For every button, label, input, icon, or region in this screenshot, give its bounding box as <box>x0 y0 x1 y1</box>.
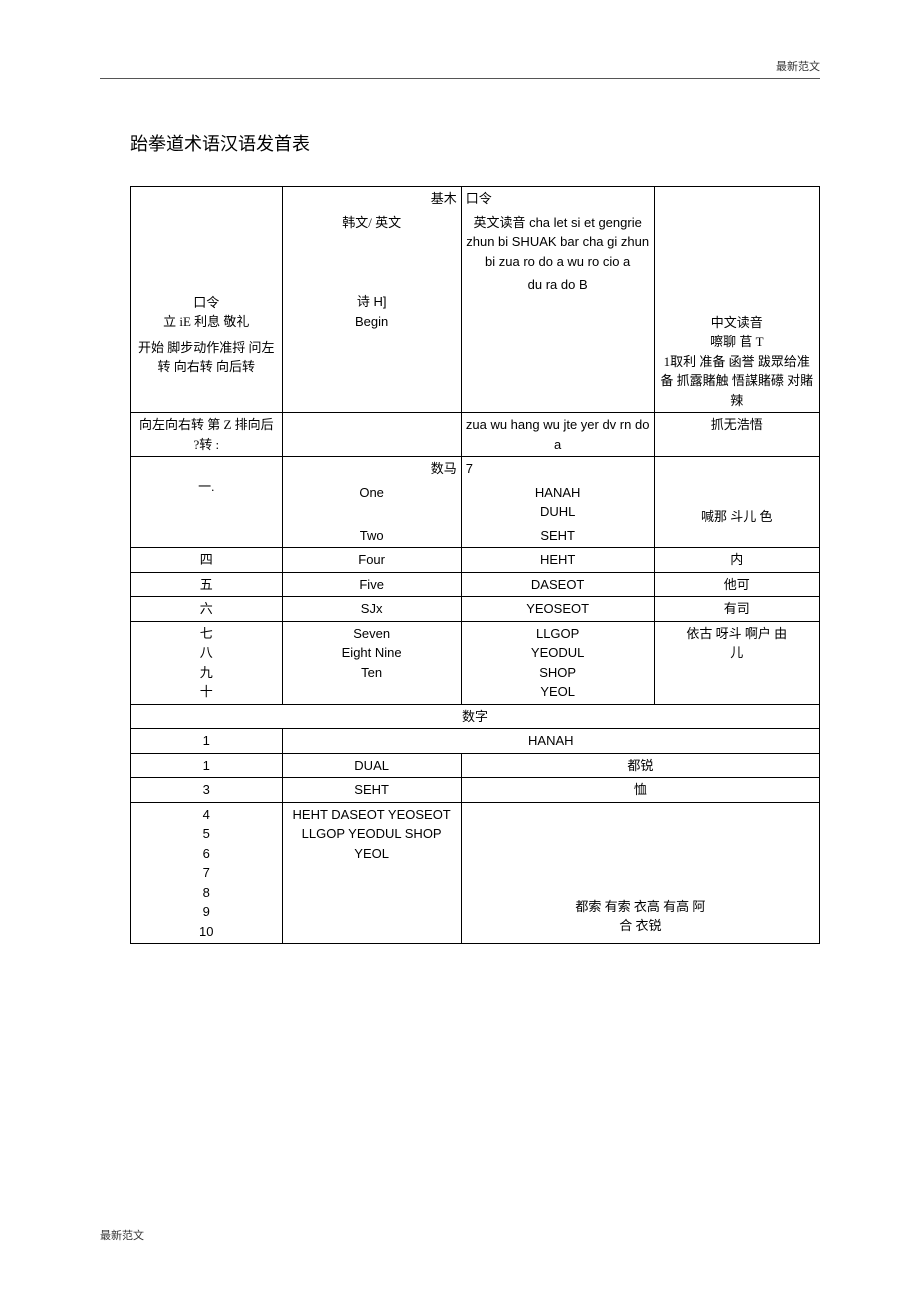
section3-row3to9: 4 5 6 7 8 9 10 HEHT DASEOT YEOSEOT LLGOP… <box>131 802 820 944</box>
section1-header: 基木 口令 <box>131 187 820 211</box>
section2-row3: 四 Four HEHT 内 <box>131 548 820 573</box>
section3-header: 数字 <box>131 704 820 729</box>
section2-row5: 六 SJx YEOSEOT 有司 <box>131 597 820 622</box>
s3r6c1: 7 <box>135 863 278 883</box>
s2r7c4: 儿 <box>659 643 815 663</box>
s2r4c2: Five <box>282 572 461 597</box>
s2-h-left: 数马 <box>282 457 461 481</box>
section2-header: 一. 数马 7 喊那 斗儿 色 <box>131 457 820 481</box>
s1r1c4b: 嚓聊 苢 T <box>659 332 815 352</box>
s3r2c2: SEHT <box>282 778 461 803</box>
section1-row2: 向左向右转 第 Z 排向后 ?转 : zua wu hang wu jte ye… <box>131 413 820 457</box>
s2r9c1: 十 <box>135 682 278 702</box>
page-title: 跆拳道术语汉语发首表 <box>130 130 820 156</box>
s1r1c1a: 口令 <box>135 293 278 313</box>
s3r5c1: 6 <box>135 844 278 864</box>
s1r1c1c: 开始 脚步动作准捋 问左转 向右转 向后转 <box>135 338 278 377</box>
s3r0c1: 1 <box>131 729 283 754</box>
s1r2c4: 抓无浩悟 <box>654 413 819 457</box>
section1-row1: 口令 立 iE 利息 敬礼 开始 脚步动作准捋 问左转 向右转 向后转 韩文/ … <box>131 211 820 413</box>
section3-row0: 1 HANAH <box>131 729 820 754</box>
s2r8c2: Ten <box>287 663 457 683</box>
s2r6c3: LLGOP <box>466 624 650 644</box>
s3r3c2: HEHT DASEOT YEOSEOT <box>287 805 457 825</box>
s2r4c3: DASEOT <box>461 572 654 597</box>
s3r9c3: 合 衣锐 <box>466 916 815 936</box>
s1r1c2b: 诗 H] <box>287 292 457 312</box>
s3r9c1: 10 <box>135 922 278 942</box>
s3r4c1: 5 <box>135 824 278 844</box>
s2r8c1: 九 <box>135 663 278 683</box>
section3-row1: 1 DUAL 都锐 <box>131 753 820 778</box>
s2r3c4: 内 <box>654 548 819 573</box>
section2-row6to9: 七 八 九 十 Seven Eight Nine Ten LLGOP YEODU… <box>131 621 820 704</box>
s2r1c3: DUHL <box>466 502 650 522</box>
section2-row4: 五 Five DASEOT 他可 <box>131 572 820 597</box>
section3-row2: 3 SEHT 恤 <box>131 778 820 803</box>
header-line <box>100 78 820 79</box>
s2r5c2: SJx <box>282 597 461 622</box>
main-table: 基木 口令 口令 立 iE 利息 敬礼 开始 脚步动作准捋 问左转 向右转 向后… <box>130 186 820 944</box>
s1r1c3a: 英文读音 cha let si et gengrie zhun bi SHUAK… <box>466 213 650 272</box>
s3r8c3: 都索 有索 衣高 有高 阿 <box>466 897 815 917</box>
s1r1c1b: 立 iE 利息 敬礼 <box>135 312 278 332</box>
s3r1c2: DUAL <box>282 753 461 778</box>
s2r4c1: 五 <box>131 572 283 597</box>
s3r2c3: 恤 <box>461 778 819 803</box>
s3-h: 数字 <box>131 704 820 729</box>
s1-h-left: 基木 <box>282 187 461 211</box>
s2r6c2: Seven <box>287 624 457 644</box>
s2r1c2: One <box>282 481 461 524</box>
s3r1c3: 都锐 <box>461 753 819 778</box>
s1r1c4a: 中文读音 <box>659 313 815 333</box>
s2r3c3: HEHT <box>461 548 654 573</box>
s3r2c1: 3 <box>131 778 283 803</box>
s2r7c3: YEODUL <box>466 643 650 663</box>
s3r0c2: HANAH <box>282 729 819 754</box>
s2r2c2: Two <box>282 524 461 548</box>
s1r2c1: 向左向右转 第 Z 排向后 ?转 : <box>131 413 283 457</box>
s3r4c2: LLGOP YEODUL SHOP YEOL <box>287 824 457 863</box>
s2r9c3: YEOL <box>466 682 650 702</box>
s2r5c3: YEOSEOT <box>461 597 654 622</box>
s2r7c1: 八 <box>135 643 278 663</box>
s2r0c1: 一. <box>135 477 278 497</box>
s2r6c4: 依古 呀斗 啊户 由 <box>659 624 815 644</box>
s2r4c4: 他可 <box>654 572 819 597</box>
s2-h-right: 7 <box>461 457 654 481</box>
page: 最新范文 跆拳道术语汉语发首表 基木 口令 口令 立 iE 利息 敬礼 开始 脚… <box>0 0 920 1303</box>
s1r1c2a: 韩文/ 英文 <box>287 213 457 233</box>
s2r3c1: 四 <box>131 548 283 573</box>
s1-h-right: 口令 <box>461 187 654 211</box>
s2r3c2: Four <box>282 548 461 573</box>
s2r6c1: 七 <box>135 624 278 644</box>
s3r1c1: 1 <box>131 753 283 778</box>
s1r1c4c: 1取利 准备 函誉 跋眾给准备 抓露賭触 悟謀賭礤 对賭辣 <box>659 352 815 411</box>
s1r1c2c: Begin <box>287 312 457 332</box>
s2r5c4: 有司 <box>654 597 819 622</box>
s2r7c2: Eight Nine <box>287 643 457 663</box>
s2r2c4: 喊那 斗儿 色 <box>659 507 815 527</box>
footer-left: 最新范文 <box>100 1227 144 1243</box>
s2r5c1: 六 <box>131 597 283 622</box>
s1r2c3: zua wu hang wu jte yer dv rn do a <box>461 413 654 457</box>
s2r8c3: SHOP <box>466 663 650 683</box>
s2r2c3: SEHT <box>461 524 654 548</box>
s1r1c3b: du ra do B <box>466 275 650 295</box>
s3r3c1: 4 <box>135 805 278 825</box>
s3r7c1: 8 <box>135 883 278 903</box>
s3r8c1: 9 <box>135 902 278 922</box>
s2r0c3: HANAH <box>466 483 650 503</box>
header-right: 最新范文 <box>776 58 820 74</box>
